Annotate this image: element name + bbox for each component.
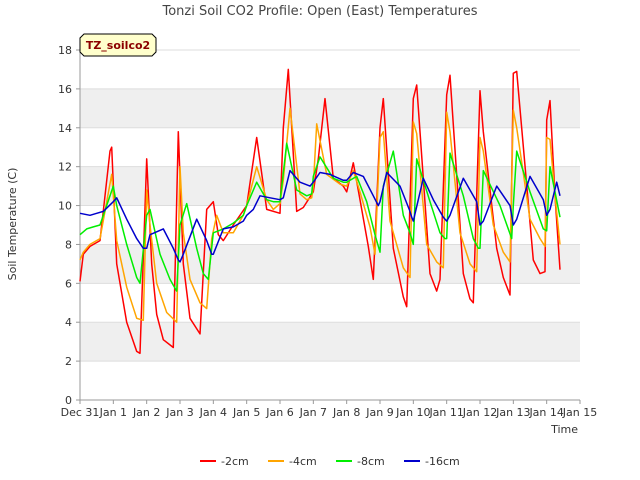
x-tick-label: Jan 8 [332,406,360,419]
grid-band [80,88,580,128]
series-lines [79,68,561,355]
x-tick-label: Jan 15 [562,406,597,419]
legend: -2cm -4cm -8cm -16cm [200,455,460,468]
y-tick-label: 18 [58,44,72,57]
legend-label: -16cm [425,455,460,468]
y-tick-label: 16 [58,83,72,96]
x-tick-label: Jan 6 [265,406,293,419]
plot-background [80,50,580,400]
x-tick-label: Jan 9 [365,406,393,419]
x-axis-label: Time [550,423,578,436]
series-line-16cm [79,169,561,263]
x-tick-label: Jan 5 [232,406,260,419]
legend-label: -4cm [289,455,317,468]
x-tick-label: Jan 1 [99,406,127,419]
x-tick-label: Jan 4 [199,406,227,419]
x-tick-label: Jan 7 [299,406,327,419]
legend-label: -2cm [221,455,249,468]
y-tick-label: 12 [58,161,72,174]
x-axis-ticks: Dec 31 Jan 1 Jan 2 Jan 3 Jan 4 Jan 5 Jan 6 Jan … [61,400,597,419]
x-tick-label: Jan 10 [395,406,430,419]
x-tick-label: Jan 3 [165,406,193,419]
x-tick-label: Jan 11 [428,406,463,419]
y-tick-label: 4 [65,316,72,329]
y-tick-label: 6 [65,277,72,290]
y-tick-label: 8 [65,238,72,251]
x-tick-label: Jan 13 [495,406,530,419]
y-tick-label: 2 [65,355,72,368]
tag-box [79,33,157,57]
y-tick-label: 14 [58,122,72,135]
y-axis-ticks: 0 2 4 6 8 10 12 14 16 18 [58,44,80,407]
y-tick-label: 0 [65,394,72,407]
x-tick-label: Jan 2 [132,406,160,419]
series-line-8cm [79,142,561,292]
grid-band [80,322,580,362]
legend-label: -8cm [357,455,385,468]
chart-title: Tonzi Soil CO2 Profile: Open (East) Temp… [161,4,477,19]
y-tick-label: 10 [58,200,72,213]
tag-label: TZ_soilco2 [86,39,150,52]
x-tick-label: Dec 31 [61,406,100,419]
y-axis-label: Soil Temperature (C) [6,168,19,281]
x-tick-label: Jan 12 [462,406,497,419]
x-tick-label: Jan 14 [528,406,563,419]
dataset-tag: TZ_soilco2 [79,33,157,57]
series-line-4cm [79,107,561,323]
